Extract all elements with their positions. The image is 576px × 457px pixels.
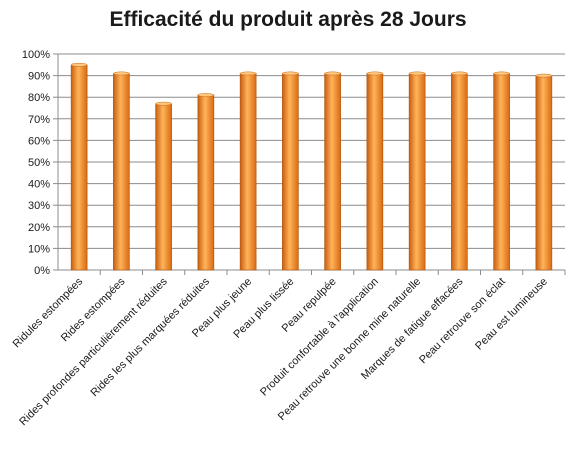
bar [239,73,257,271]
y-tick-label: 50% [28,157,50,169]
bar [197,94,215,271]
bar [282,73,299,271]
bar-cap [366,71,384,76]
x-tick-label: Rides profondes particulièrement réduite… [17,275,170,428]
bar [155,103,172,271]
bar [535,75,553,271]
bar [451,73,468,271]
bar [70,64,88,271]
y-tick-label: 20% [28,222,50,234]
bar [408,73,426,271]
bar-cap [197,93,215,97]
y-tick-label: 60% [28,135,50,147]
bar-cap [324,71,341,76]
bar-cap [155,101,172,106]
chart-title: Efficacité du produit après 28 Jours [109,8,467,31]
bar-cap [408,71,426,76]
y-tick-label: 0% [34,265,50,277]
y-tick-label: 40% [28,179,50,191]
y-tick-label: 90% [28,71,50,83]
bar [493,73,510,271]
bar-cap [70,62,88,67]
x-tick-label: Peau est lumineuse [473,276,550,353]
x-tick-label: Ridules estompées [11,275,86,350]
bar [324,73,341,271]
y-tick-label: 100% [22,49,50,61]
y-tick-label: 70% [28,114,50,126]
y-tick-label: 80% [28,92,50,104]
y-tick-label: 10% [28,243,50,255]
y-tick-label: 30% [28,200,50,212]
bar-cap [282,71,299,76]
bar-cap [493,71,510,76]
bar [113,73,130,271]
bar-cap [113,71,130,76]
bar [366,73,384,271]
bar-cap [239,71,257,76]
bar-cap [451,71,468,76]
bar-cap [535,73,553,78]
x-tick-label: Peau retrouve son éclat [417,276,508,367]
